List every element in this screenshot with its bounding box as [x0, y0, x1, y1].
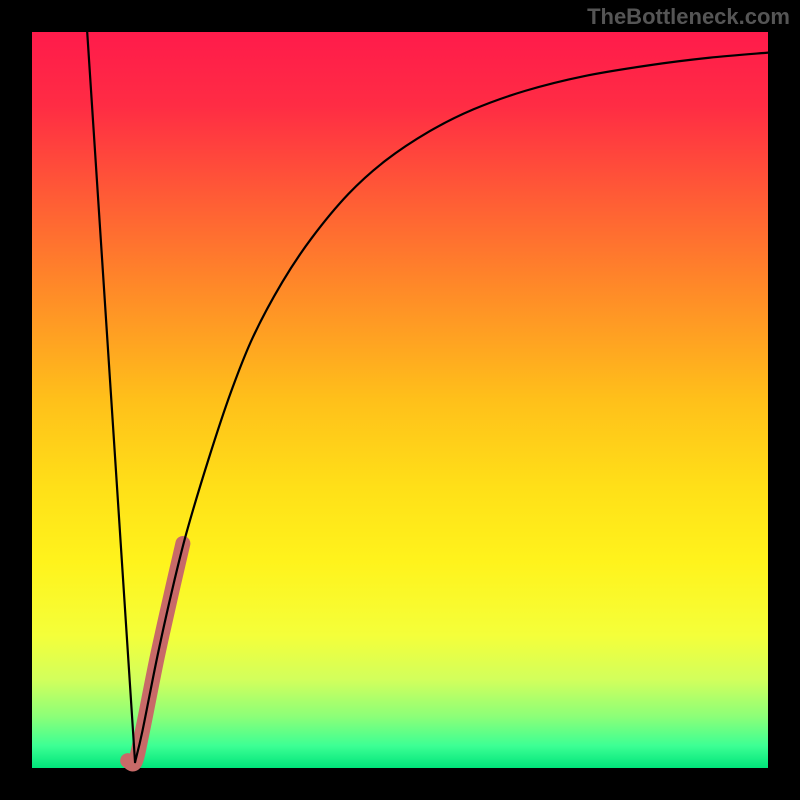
watermark-text: TheBottleneck.com [587, 4, 790, 30]
bottleneck-chart [0, 0, 800, 800]
chart-container: TheBottleneck.com [0, 0, 800, 800]
plot-background [32, 32, 768, 768]
